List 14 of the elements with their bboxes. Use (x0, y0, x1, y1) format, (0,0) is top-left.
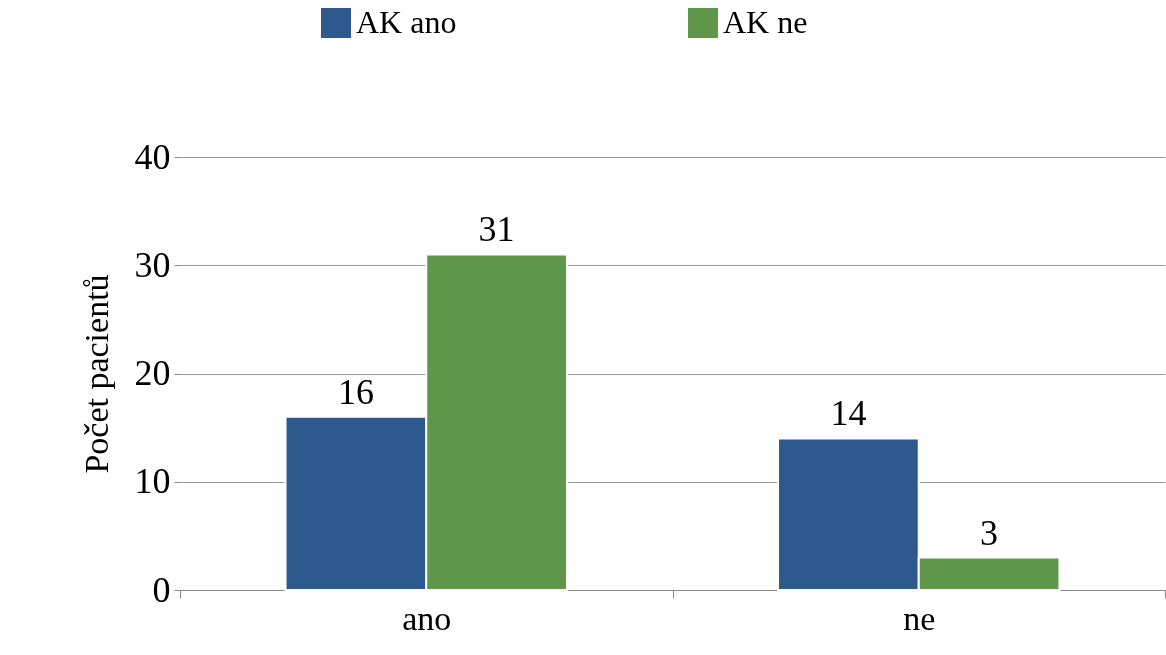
legend-label: AK ne (723, 4, 808, 40)
data-label: 16 (337, 371, 374, 412)
x-tick-label: ano (402, 599, 452, 637)
data-label: 3 (980, 512, 999, 553)
data-label: 31 (478, 209, 515, 250)
y-tick-label: 0 (152, 569, 171, 610)
y-tick-label: 30 (134, 244, 171, 285)
y-tick-label: 10 (134, 461, 171, 502)
data-label: 14 (830, 393, 867, 434)
y-tick-label: 40 (134, 136, 171, 177)
x-tick-label: ne (903, 599, 936, 637)
y-tick-label: 20 (134, 353, 171, 393)
legend-label: AK ano (356, 4, 457, 40)
y-axis-title: Počet pacientů (77, 274, 115, 474)
